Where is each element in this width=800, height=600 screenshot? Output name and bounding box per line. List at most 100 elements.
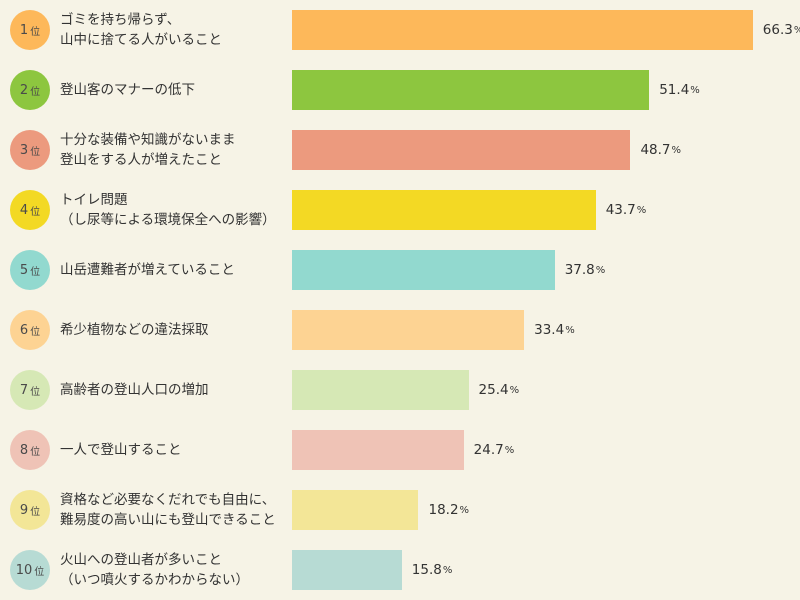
data-label-unit: %: [794, 25, 800, 36]
rank-unit: 位: [30, 506, 41, 518]
bar: [292, 130, 631, 170]
data-label: 43.7%: [606, 180, 647, 240]
category-label-line: 難易度の高い山にも登山できること: [60, 512, 276, 528]
data-label: 24.7%: [474, 420, 515, 480]
bar: [292, 310, 525, 350]
category-label: 資格など必要なくだれでも自由に、 難易度の高い山にも登山できること: [60, 480, 290, 540]
rank-unit: 位: [34, 566, 45, 578]
data-label-value: 66.3: [762, 22, 793, 38]
data-label-value: 51.4: [659, 82, 690, 98]
chart-row: 5 位山岳遭難者が増えていること 37.8%: [0, 240, 800, 300]
bar: [292, 430, 464, 470]
category-label: ゴミを持ち帰らず、山中に捨てる人がいること: [60, 0, 290, 60]
data-label: 48.7%: [640, 120, 681, 180]
category-label-line: （し尿等による環境保全への影響）: [60, 212, 276, 228]
bar: [292, 190, 596, 230]
chart-row: 7 位高齢者の登山人口の増加 25.4%: [0, 360, 800, 420]
data-label-unit: %: [595, 264, 606, 276]
category-label: 登山客のマナーの低下: [60, 60, 290, 120]
rank-number: 10: [15, 562, 33, 578]
category-label-line: （いつ噴火するかわからない）: [60, 572, 249, 588]
rank-unit: 位: [30, 386, 41, 398]
bar: [292, 490, 419, 530]
category-label-line: 十分な装備や知識がないまま: [60, 132, 236, 148]
data-label-unit: %: [509, 384, 520, 396]
category-label-line: ゴミを持ち帰らず、: [60, 12, 181, 28]
rank-unit: 位: [30, 26, 41, 38]
chart-row: 9 位資格など必要なくだれでも自由に、 難易度の高い山にも登山できること 18.2%: [0, 480, 800, 540]
rank-unit: 位: [30, 326, 41, 338]
rank-number: 1: [19, 22, 29, 38]
chart-row: 6 位希少植物などの違法採取 33.4%: [0, 300, 800, 360]
chart-row: 10 位火山への登山者が多いこと （いつ噴火するかわからない） 15.8%: [0, 540, 800, 600]
chart-row: 4 位トイレ問題 （し尿等による環境保全への影響） 43.7%: [0, 180, 800, 240]
category-label-line: 山中に捨てる人がいること: [60, 32, 222, 48]
chart-row: 3 位十分な装備や知識がないまま 登山をする人が増えたこと 48.7%: [0, 120, 800, 180]
rank-number: 7: [19, 382, 29, 398]
data-label: 18.2%: [428, 480, 469, 540]
data-label-unit: %: [442, 564, 453, 576]
category-label-line: 登山客のマナーの低下: [60, 82, 195, 98]
data-label-unit: %: [636, 204, 647, 216]
rank-number: 8: [19, 442, 29, 458]
data-label-unit: %: [504, 444, 515, 456]
bar: [292, 70, 650, 110]
category-label-line: 高齢者の登山人口の増加: [60, 382, 209, 398]
bar: [292, 550, 402, 590]
rank-badge: 10 位: [10, 550, 50, 590]
data-label-value: 37.8: [564, 262, 595, 278]
rank-unit: 位: [30, 266, 41, 278]
category-label-line: 一人で登山すること: [60, 442, 182, 458]
category-label-line: 火山への登山者が多いこと: [60, 552, 222, 568]
data-label-unit: %: [671, 144, 682, 156]
category-label: 一人で登山すること: [60, 420, 290, 480]
rank-number: 6: [19, 322, 29, 338]
category-label-line: 資格など必要なくだれでも自由に、: [60, 492, 276, 508]
rank-unit: 位: [30, 146, 41, 158]
rank-number: 5: [19, 262, 29, 278]
category-label-line: 山岳遭難者が増えていること: [60, 262, 235, 278]
data-label: 33.4%: [534, 300, 575, 360]
data-label-value: 25.4: [478, 382, 509, 398]
data-label-value: 33.4: [534, 322, 565, 338]
data-label-value: 48.7: [640, 142, 671, 158]
rank-number: 3: [19, 142, 29, 158]
bar: [292, 10, 753, 50]
data-label: 25.4%: [479, 360, 520, 420]
category-label: 高齢者の登山人口の増加: [60, 360, 290, 420]
rank-unit: 位: [30, 446, 41, 458]
chart-row: 2 位登山客のマナーの低下 51.4%: [0, 60, 800, 120]
rank-unit: 位: [30, 86, 41, 98]
data-label: 66.3%: [763, 0, 800, 60]
data-label: 37.8%: [565, 240, 606, 300]
category-label: 十分な装備や知識がないまま 登山をする人が増えたこと: [60, 120, 290, 180]
category-label: 山岳遭難者が増えていること: [60, 240, 290, 300]
data-label-unit: %: [459, 504, 470, 516]
data-label-value: 43.7: [605, 202, 636, 218]
data-label-value: 15.8: [411, 562, 442, 578]
data-label-value: 18.2: [428, 502, 459, 518]
category-label-line: 希少植物などの違法採取: [60, 322, 209, 338]
rank-unit: 位: [30, 206, 41, 218]
data-label-value: 24.7: [473, 442, 504, 458]
rank-number: 4: [19, 202, 29, 218]
category-label: 希少植物などの違法採取: [60, 300, 290, 360]
category-label-line: トイレ問題: [60, 192, 128, 208]
data-label: 51.4%: [659, 60, 700, 120]
category-label-line: 登山をする人が増えたこと: [60, 152, 222, 168]
bar: [292, 370, 469, 410]
bar: [292, 250, 555, 290]
chart-row: 8 位一人で登山すること 24.7%: [0, 420, 800, 480]
data-label: 15.8%: [412, 540, 453, 600]
data-label-unit: %: [565, 324, 575, 336]
